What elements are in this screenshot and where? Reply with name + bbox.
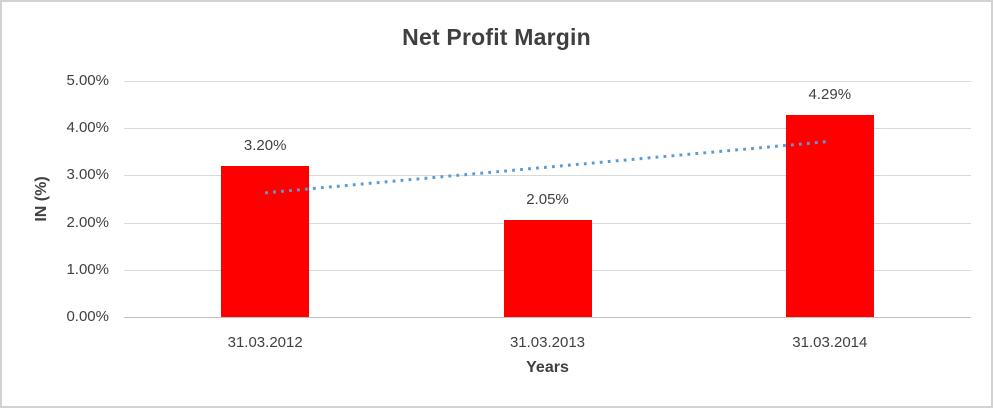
gridline <box>124 81 971 82</box>
chart-title: Net Profit Margin <box>402 24 591 50</box>
bar-value-label: 3.20% <box>243 136 287 154</box>
bar-31.03.2012 <box>221 165 310 317</box>
y-tick-label: 1.00% <box>66 260 109 278</box>
y-tick-label: 3.00% <box>66 166 109 184</box>
bar-31.03.2013 <box>503 220 592 317</box>
x-tick-label: 31.03.2012 <box>227 334 303 351</box>
bar-value-label: 4.29% <box>808 85 852 103</box>
x-tick-label: 31.03.2014 <box>792 334 868 351</box>
bar-value-label: 2.05% <box>526 191 569 209</box>
y-tick-label: 2.00% <box>66 213 109 231</box>
bar-31.03.2014 <box>785 114 874 317</box>
plot-area <box>124 81 971 318</box>
y-tick-label: 5.00% <box>66 72 109 89</box>
x-axis-line <box>124 317 971 318</box>
y-tick-label: 0.00% <box>66 308 109 325</box>
x-axis-title: Years <box>526 359 569 376</box>
gridline <box>124 128 971 130</box>
x-tick-label: 31.03.2013 <box>509 334 586 351</box>
gridline <box>124 175 971 177</box>
y-tick-label: 4.00% <box>66 119 109 137</box>
